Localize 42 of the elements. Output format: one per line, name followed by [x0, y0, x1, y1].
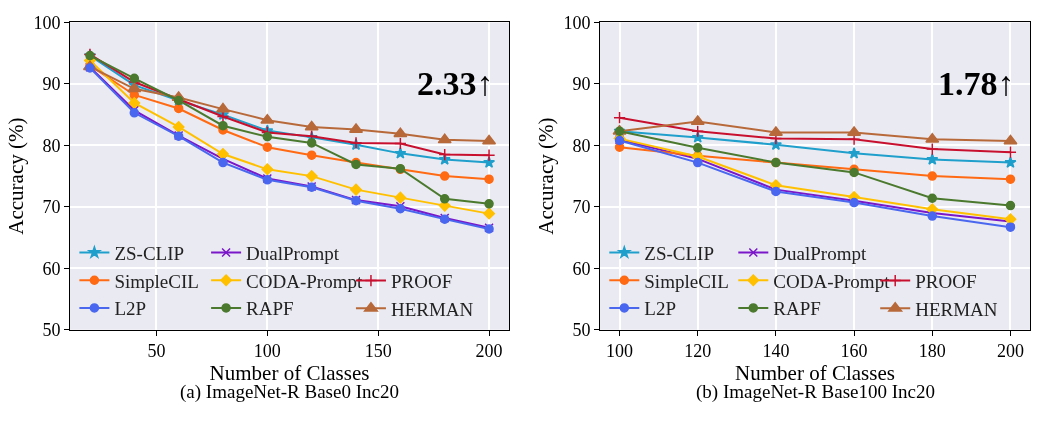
legend-label: CODA-Prompt	[246, 270, 363, 292]
x-tick-label: 150	[364, 341, 392, 362]
y-tick-label: 60	[572, 258, 591, 279]
legend-label: RAPF	[246, 298, 294, 320]
x-tick-label: 140	[762, 341, 790, 362]
legend-label: DualPrompt	[773, 242, 867, 264]
x-tick-label: 200	[475, 341, 503, 362]
legend-label: RAPF	[773, 298, 821, 320]
legend-label: HERMAN	[915, 298, 998, 320]
x-tick-label: 100	[606, 341, 634, 362]
y-tick-label: 100	[563, 12, 591, 33]
annotation: 1.78↑	[938, 65, 1015, 102]
x-tick-label: 100	[253, 341, 281, 362]
y-tick-label: 50	[42, 320, 61, 341]
legend-label: HERMAN	[390, 298, 474, 320]
legend-label: CODA-Prompt	[773, 270, 891, 292]
y-axis-title: Accuracy (%)	[533, 117, 558, 235]
x-tick-label: 50	[147, 341, 166, 362]
y-tick-label: 100	[33, 12, 61, 33]
x-tick-label: 120	[684, 341, 712, 362]
legend-label: SimpleCIL	[114, 270, 199, 292]
y-tick-label: 80	[572, 135, 591, 156]
legend-label: DualPrompt	[246, 242, 340, 264]
y-tick-label: 70	[42, 197, 61, 218]
y-tick-label: 90	[42, 74, 61, 95]
annotation: 2.33↑	[417, 65, 494, 102]
y-axis-title: Accuracy (%)	[3, 117, 28, 235]
legend-label: PROOF	[390, 270, 453, 292]
y-tick-label: 80	[42, 135, 61, 156]
legend-label: L2P	[644, 298, 676, 320]
y-tick-label: 50	[572, 320, 591, 341]
y-tick-label: 60	[42, 258, 61, 279]
x-tick-label: 160	[840, 341, 868, 362]
legend-label: SimpleCIL	[644, 270, 729, 292]
legend-label: PROOF	[915, 270, 977, 292]
legend-label: ZS-CLIP	[644, 242, 714, 264]
legend-label: ZS-CLIP	[114, 242, 185, 264]
y-tick-label: 90	[572, 74, 591, 95]
x-tick-label: 200	[996, 341, 1024, 362]
y-tick-label: 70	[572, 197, 591, 218]
x-tick-label: 180	[918, 341, 946, 362]
legend-label: L2P	[114, 298, 147, 320]
